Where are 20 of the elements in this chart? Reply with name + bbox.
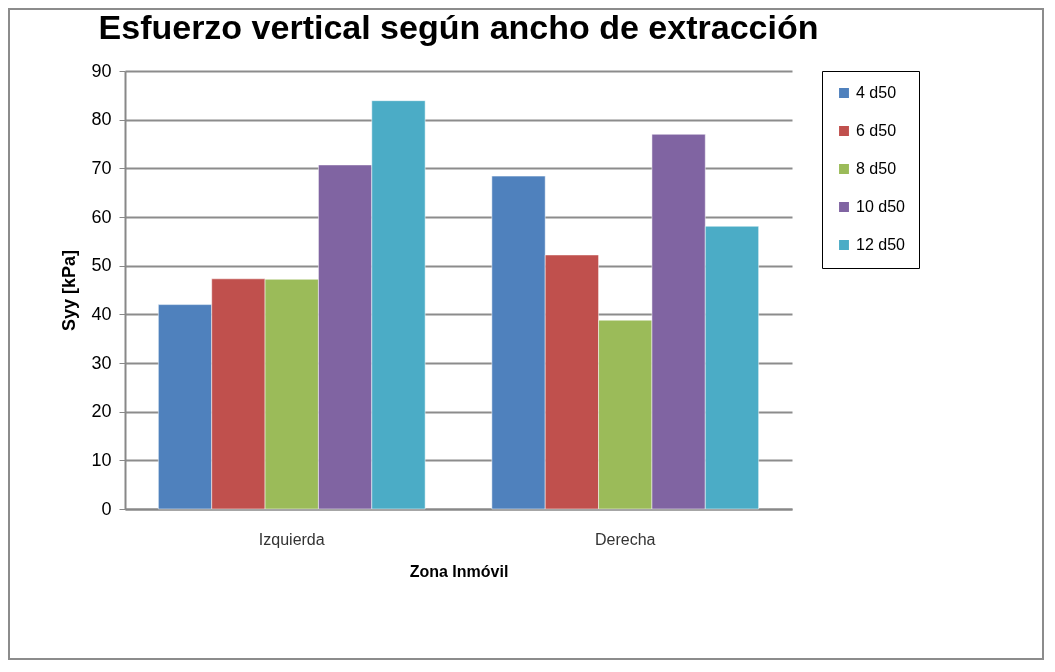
x-axis-title: Zona Inmóvil [409, 562, 509, 580]
x-tick-label: Derecha [595, 530, 656, 548]
x-tick-label: Izquierda [258, 530, 325, 548]
legend-label: 6 d50 [856, 122, 897, 139]
y-tick-label: 50 [91, 255, 112, 276]
y-tick-label: 60 [91, 206, 112, 227]
legend-label: 8 d50 [856, 160, 897, 177]
legend-label: 4 d50 [856, 84, 897, 101]
y-tick-label: 20 [91, 401, 112, 422]
y-axis-title: Syy [kPa] [59, 249, 80, 332]
y-tick-label: 80 [91, 109, 112, 130]
y-tick-label: 40 [91, 303, 112, 324]
y-tick-label: 70 [91, 157, 112, 178]
y-tick-label: 0 [101, 498, 112, 519]
chart-title: Esfuerzo vertical según ancho de extracción [98, 8, 819, 46]
legend-label: 10 d50 [856, 198, 906, 215]
y-tick-label: 10 [91, 449, 112, 470]
y-tick-label: 90 [91, 60, 112, 81]
y-tick-label: 30 [91, 352, 112, 373]
legend-label: 12 d50 [856, 236, 906, 253]
